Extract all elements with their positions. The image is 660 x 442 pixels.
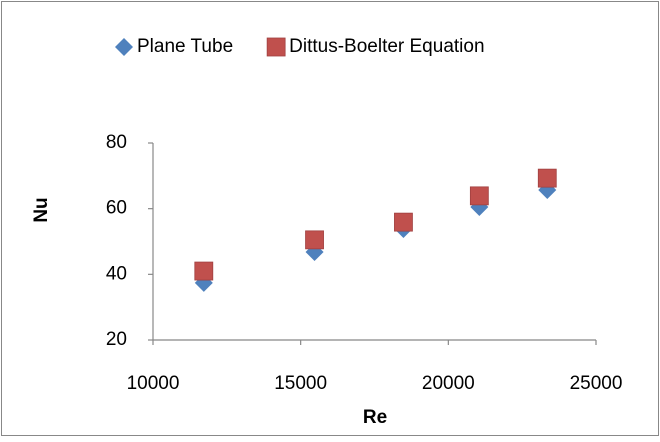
point [194,261,214,281]
y-tick-label: 80 [106,132,127,153]
legend-label: Dittus-Boelter Equation [289,36,484,57]
x-tick-label: 15000 [274,373,327,394]
point [469,186,489,206]
point [305,230,324,250]
x-axis-title: Re [363,407,387,428]
x-tick-label: 10000 [127,373,180,394]
y-tick-label: 40 [106,263,127,284]
y-tick-label: 20 [106,329,127,350]
point [537,168,557,188]
y-tick-label: 60 [106,198,127,219]
legend-marker [115,38,133,56]
x-tick-label: 25000 [570,373,623,394]
point [394,212,413,232]
legend-marker [266,37,286,57]
y-axis-title: Nu [31,197,52,222]
x-tick-label: 20000 [422,373,475,394]
legend-label: Plane Tube [137,36,233,57]
